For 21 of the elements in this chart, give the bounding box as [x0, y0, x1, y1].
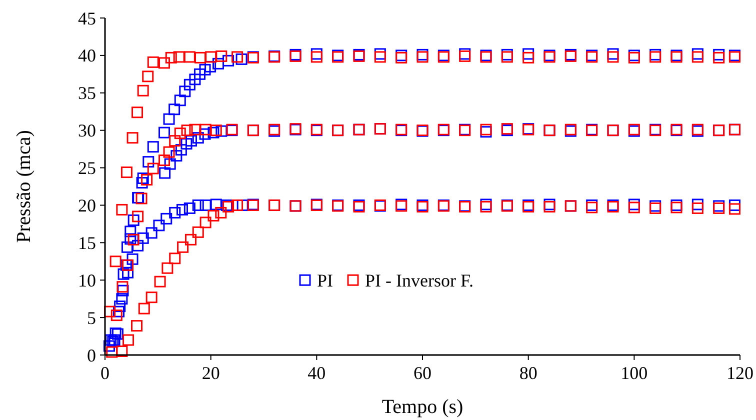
y-tick-label: 30	[78, 120, 96, 141]
y-tick-label: 40	[78, 46, 96, 66]
x-axis-title: Tempo (s)	[382, 396, 464, 418]
y-tick-label: 45	[78, 8, 96, 28]
legend-label: PI	[317, 270, 334, 290]
y-tick-label: 15	[78, 232, 96, 253]
x-tick-label: 100	[620, 363, 648, 383]
x-tick-label: 40	[308, 363, 326, 383]
y-tick-label: 25	[78, 158, 96, 178]
x-tick-label: 120	[726, 363, 754, 383]
x-tick-label: 60	[414, 363, 432, 383]
y-tick-label: 5	[87, 308, 96, 328]
legend-label: PI - Inversor F.	[365, 270, 474, 290]
x-tick-label: 20	[202, 363, 220, 383]
x-tick-label: 0	[100, 363, 110, 383]
x-tick-label: 80	[519, 363, 538, 383]
y-tick-label: 35	[78, 83, 96, 104]
y-axis-title: Pressão (mca)	[13, 130, 35, 243]
y-tick-label: 20	[78, 196, 96, 216]
y-tick-label: 10	[78, 270, 96, 290]
y-tick-label: 0	[87, 345, 96, 366]
